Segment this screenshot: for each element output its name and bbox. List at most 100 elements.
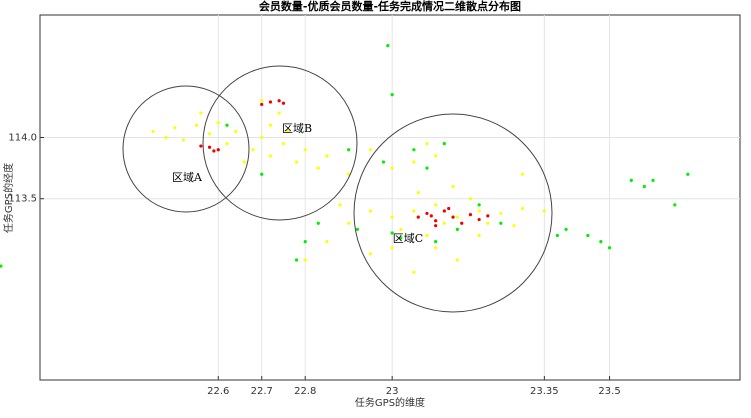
point <box>425 166 429 170</box>
point <box>355 227 359 231</box>
point <box>390 246 394 250</box>
point <box>199 111 203 115</box>
point <box>390 166 394 170</box>
point <box>194 123 199 127</box>
point <box>316 221 320 225</box>
point <box>0 264 3 268</box>
point <box>399 227 403 231</box>
point <box>477 209 481 213</box>
x-tick-label: 23.35 <box>530 386 559 397</box>
grid <box>40 15 740 380</box>
point <box>434 246 438 250</box>
point <box>286 129 290 133</box>
point <box>216 148 220 152</box>
points <box>0 44 690 274</box>
point <box>425 211 429 216</box>
x-axis-label: 任务GPS的维度 <box>355 396 425 409</box>
point <box>338 203 342 207</box>
point <box>281 142 286 146</box>
point <box>347 172 351 176</box>
point <box>390 93 394 97</box>
point <box>251 148 255 152</box>
point <box>294 160 299 164</box>
point <box>477 233 481 238</box>
point <box>542 209 546 213</box>
point <box>425 233 429 238</box>
point <box>268 154 273 158</box>
point <box>386 44 390 48</box>
point <box>151 129 155 133</box>
point <box>455 258 459 262</box>
x-tick-label: 23 <box>386 386 399 397</box>
x-tick-label: 22.8 <box>294 386 316 397</box>
region-circle <box>202 65 358 221</box>
point <box>325 239 329 244</box>
point <box>207 145 212 149</box>
point <box>429 214 433 218</box>
point <box>164 135 168 140</box>
point <box>599 239 603 244</box>
point <box>499 211 503 216</box>
point <box>412 148 416 152</box>
point <box>486 221 490 225</box>
point <box>390 231 394 235</box>
point <box>451 184 455 189</box>
point <box>260 172 264 176</box>
regions <box>122 65 553 313</box>
point <box>368 252 373 256</box>
point <box>521 206 525 211</box>
point <box>555 233 559 238</box>
y-axis-label: 任务GPS的经度 <box>2 163 15 233</box>
point <box>412 209 416 213</box>
point <box>442 142 446 146</box>
point <box>199 144 203 148</box>
point <box>512 224 516 228</box>
point <box>390 215 394 219</box>
point <box>260 99 264 103</box>
point <box>434 219 438 223</box>
point <box>225 123 229 127</box>
point <box>442 209 446 213</box>
point <box>416 191 420 195</box>
point <box>434 203 438 207</box>
point <box>260 102 264 107</box>
point <box>325 154 329 158</box>
point <box>412 270 416 274</box>
point <box>316 166 320 170</box>
point <box>455 227 459 231</box>
point <box>216 121 220 125</box>
point <box>451 215 455 219</box>
point <box>347 221 351 225</box>
point <box>686 172 690 176</box>
point <box>447 206 451 211</box>
point <box>303 258 307 262</box>
region-circle <box>353 113 553 313</box>
point <box>499 221 503 225</box>
point <box>425 142 429 146</box>
point <box>277 111 281 115</box>
point <box>347 148 351 152</box>
point <box>225 142 229 146</box>
point <box>521 172 525 176</box>
point <box>412 160 416 164</box>
point <box>294 258 299 262</box>
chart-title: 会员数量-优质会员数量-任务完成情况二维散点分布图 <box>259 0 521 13</box>
x-tick-label: 22.7 <box>251 386 273 397</box>
annotation: 区域C <box>393 232 423 245</box>
point <box>268 100 273 104</box>
annotation: 区域B <box>282 122 312 135</box>
x-tick-label: 23.5 <box>598 386 620 397</box>
point <box>460 221 464 225</box>
point <box>268 123 273 127</box>
y-tick-label: 114.0 <box>8 132 37 143</box>
point <box>651 178 655 182</box>
point <box>586 233 590 238</box>
point <box>607 246 612 250</box>
point <box>564 227 568 231</box>
point <box>434 239 438 244</box>
point <box>212 149 216 153</box>
point <box>455 215 459 219</box>
point <box>381 160 386 164</box>
plot-area <box>39 14 741 381</box>
